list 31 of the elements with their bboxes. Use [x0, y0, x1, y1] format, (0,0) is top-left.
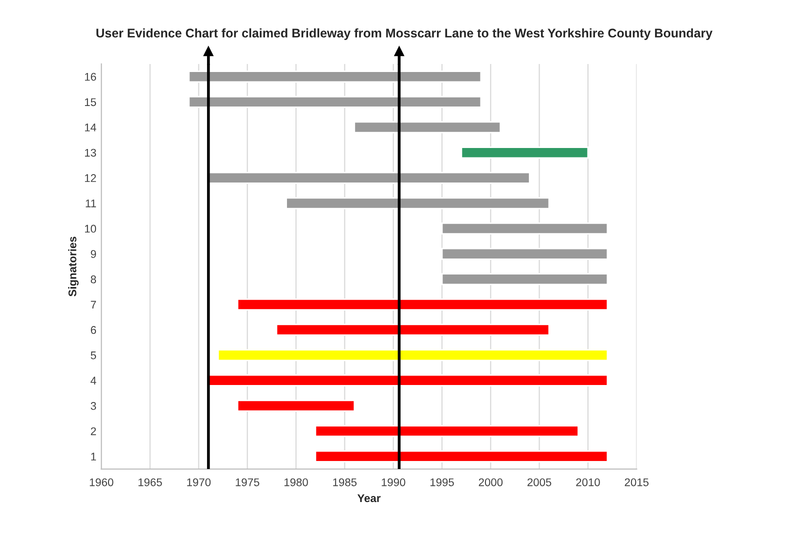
y-tick-label: 9: [90, 250, 96, 258]
y-tick-label: 8: [90, 275, 96, 284]
y-tick-label: 1: [91, 452, 96, 460]
x-tick-label: 1960: [90, 478, 114, 486]
x-axis-title: Year: [357, 494, 381, 502]
x-tick-label: 1990: [382, 478, 406, 486]
x-tick-label: 2010: [576, 478, 600, 486]
x-tick-label: 1985: [333, 478, 357, 486]
y-tick-label: 13: [85, 148, 96, 157]
y-tick-label: 7: [90, 300, 96, 308]
y-tick-label: 10: [85, 224, 96, 233]
y-tick-label: 3: [90, 402, 96, 410]
x-tick-label: 1995: [430, 478, 454, 486]
x-tick-label: 1970: [187, 478, 211, 486]
y-tick-label: 4: [90, 376, 96, 384]
y-tick-label: 15: [85, 98, 96, 106]
y-tick-label: 2: [90, 427, 96, 436]
y-tick-label: 5: [90, 351, 96, 360]
x-tick-label: 2015: [624, 478, 649, 486]
x-tick-label: 2000: [478, 478, 503, 486]
x-tick-label: 2005: [528, 478, 552, 486]
y-tick-label: 12: [85, 174, 96, 182]
y-axis-title: Signatories: [68, 236, 79, 296]
x-tick-label: 1965: [138, 478, 162, 486]
x-tick-label: 1975: [236, 478, 260, 486]
x-tick-label: 1980: [284, 478, 308, 486]
y-tick-label: 16: [85, 72, 96, 81]
chart-title: User Evidence Chart for claimed Bridleway from Mosscarr Lane to the West Yorkshire County Boundary: [96, 28, 712, 40]
y-tick-label: 6: [90, 326, 96, 334]
y-tick-label: 11: [86, 200, 96, 208]
y-tick-label: 14: [85, 124, 96, 132]
